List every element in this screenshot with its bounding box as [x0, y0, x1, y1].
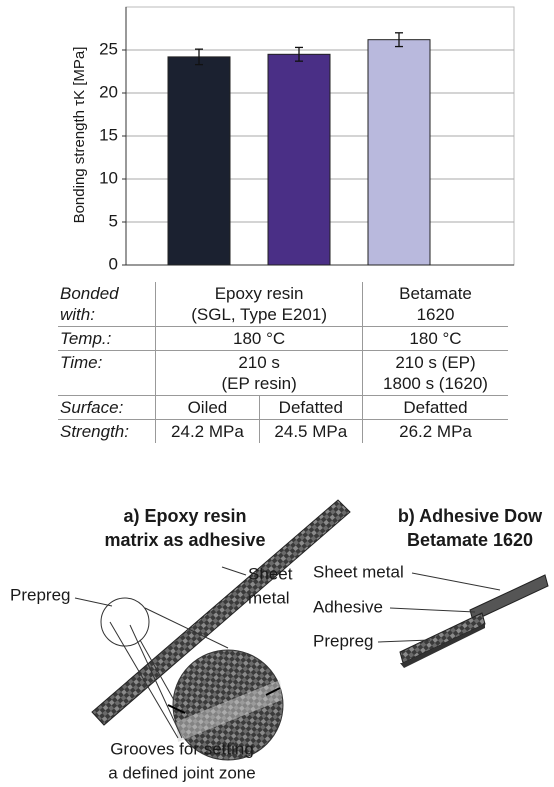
cell: 24.5 MPa — [259, 420, 362, 444]
text: 1800 s (1620) — [365, 373, 506, 394]
text: 26.2 MPa — [365, 421, 506, 442]
cell: 210 s(EP resin) — [156, 351, 363, 396]
y-tick-label: 15 — [99, 125, 118, 144]
figure-b: b) Adhesive Dow Betamate 1620 Sheet meta… — [313, 506, 548, 668]
text: Temp.: — [60, 328, 153, 349]
text: 210 s — [158, 352, 360, 373]
figure-title: Betamate 1620 — [407, 530, 533, 550]
prepreg — [400, 613, 485, 663]
text: Defatted — [365, 397, 506, 418]
text: Betamate — [365, 283, 506, 304]
cell: Defatted — [363, 396, 509, 420]
leader — [222, 567, 246, 575]
text: Surface: — [60, 397, 153, 418]
bar — [168, 57, 230, 265]
figure-title: matrix as adhesive — [104, 530, 265, 550]
figure-title: a) Epoxy resin — [123, 506, 246, 526]
cell: Oiled — [156, 396, 259, 420]
label: Adhesive — [313, 597, 383, 616]
text: 180 °C — [365, 328, 506, 349]
cell: Time: — [58, 351, 156, 396]
y-tick-label: 25 — [99, 39, 118, 58]
bar — [268, 54, 330, 265]
text: Epoxy resin — [158, 283, 360, 304]
label: Sheet metal — [313, 562, 404, 581]
text: Oiled — [158, 397, 256, 418]
cell: Temp.: — [58, 327, 156, 351]
cell: Defatted — [259, 396, 362, 420]
y-tick-label: 0 — [109, 254, 118, 273]
figure-title: b) Adhesive Dow — [398, 506, 543, 526]
page: Bonding strength τK [MPa] a) Epoxy resin… — [0, 0, 554, 787]
leader — [75, 598, 112, 606]
cell: 210 s (EP)1800 s (1620) — [363, 351, 509, 396]
text: Bonded — [60, 283, 153, 304]
text: Defatted — [262, 397, 360, 418]
figure-a: a) Epoxy resin matrix as adhesive Prepre… — [10, 500, 350, 782]
text: 210 s (EP) — [365, 352, 506, 373]
cell: 180 °C — [156, 327, 363, 351]
label: Prepreg — [313, 631, 373, 650]
cell: 24.2 MPa — [156, 420, 259, 444]
text: 24.2 MPa — [158, 421, 256, 442]
label: metal — [248, 588, 290, 607]
label: Prepreg — [10, 585, 70, 604]
y-tick-label: 10 — [99, 168, 118, 187]
text: 180 °C — [158, 328, 360, 349]
text: Strength: — [60, 421, 153, 442]
cell: 180 °C — [363, 327, 509, 351]
bar — [368, 40, 430, 265]
leader — [390, 608, 475, 612]
cell: Epoxy resin(SGL, Type E201) — [156, 282, 363, 327]
text: 1620 — [365, 304, 506, 325]
label: Sheet — [248, 564, 293, 583]
cell: 26.2 MPa — [363, 420, 509, 444]
y-tick-label: 20 — [99, 82, 118, 101]
label: Grooves for setting — [110, 739, 254, 758]
y-axis-label: Bonding strength τK [MPa] — [71, 47, 88, 224]
cell: Strength: — [58, 420, 156, 444]
label: a defined joint zone — [108, 763, 255, 782]
leader — [110, 622, 178, 738]
text: with: — [60, 304, 153, 325]
leader — [412, 573, 500, 590]
text: (EP resin) — [158, 373, 360, 394]
text: 24.5 MPa — [262, 421, 360, 442]
cell: Surface: — [58, 396, 156, 420]
y-tick-label: 5 — [109, 211, 118, 230]
text: (SGL, Type E201) — [158, 304, 360, 325]
text: Time: — [60, 352, 153, 373]
